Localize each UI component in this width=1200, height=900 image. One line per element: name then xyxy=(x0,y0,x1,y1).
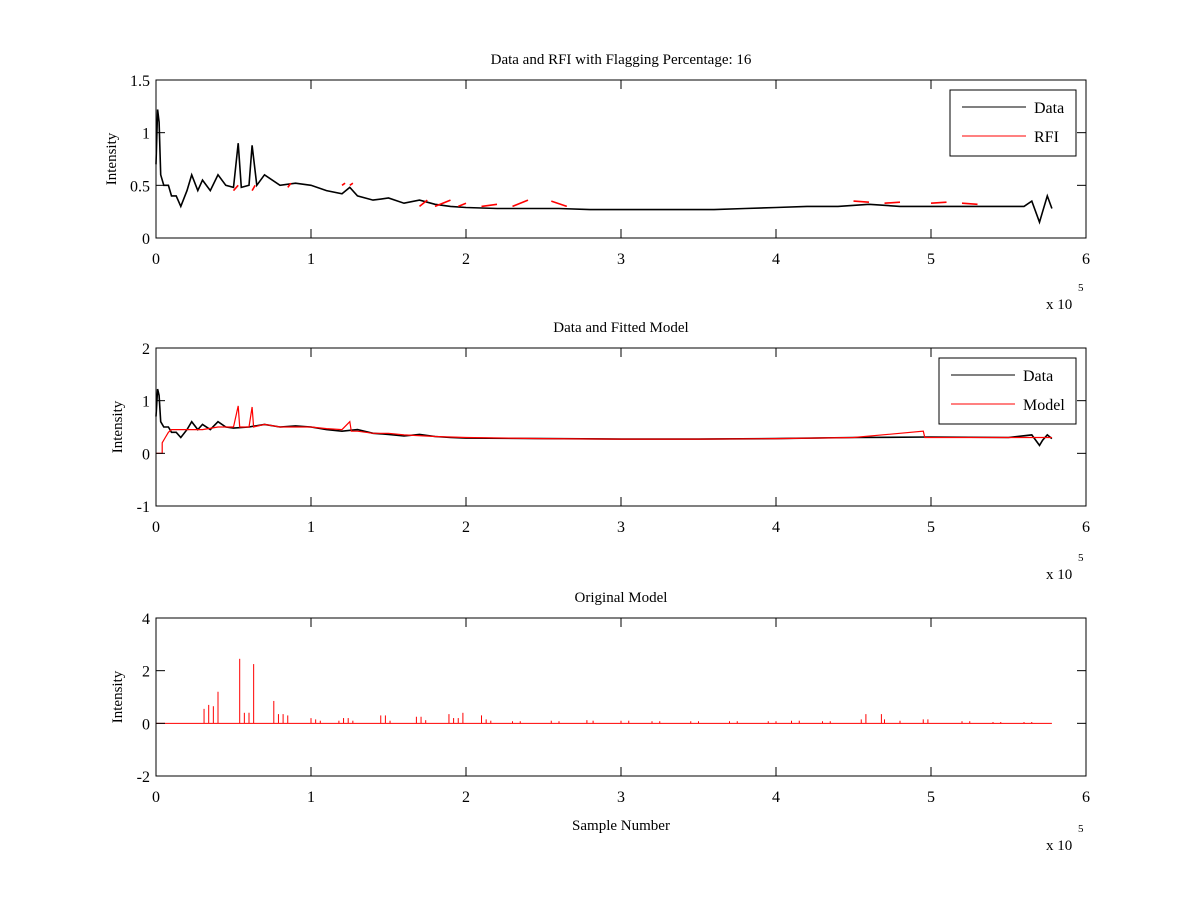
series-line-data xyxy=(155,109,1053,225)
series-line-data xyxy=(155,388,1053,447)
x-tick-label: 2 xyxy=(462,251,470,268)
y-tick-label: -1 xyxy=(137,499,150,516)
x-tick-label: 0 xyxy=(152,789,160,806)
x-multiplier-base: x 10 xyxy=(1046,297,1072,313)
legend-label: Data xyxy=(1023,368,1053,385)
y-tick-label: 0.5 xyxy=(130,178,150,195)
x-tick-label: 0 xyxy=(152,251,160,268)
series-rfi-segment xyxy=(418,199,428,208)
subplot-rfi: Data and RFI with Flagging Percentage: 1… xyxy=(104,52,1090,313)
y-axis-label: Intensity xyxy=(110,670,126,723)
x-tick-label: 1 xyxy=(307,519,315,536)
series-rfi-segment xyxy=(349,182,354,186)
series-rfi-segment xyxy=(512,199,529,208)
x-tick-label: 6 xyxy=(1082,789,1090,806)
series-rfi-segment xyxy=(457,202,467,208)
x-tick-label: 4 xyxy=(772,251,780,268)
x-multiplier-base: x 10 xyxy=(1046,838,1072,854)
x-tick-label: 2 xyxy=(462,519,470,536)
y-tick-label: 2 xyxy=(142,341,150,358)
x-tick-label: 0 xyxy=(152,519,160,536)
series-rfi-segment xyxy=(481,203,498,208)
series-rfi-segment xyxy=(853,200,870,203)
y-tick-label: 0 xyxy=(142,716,150,733)
subplot-title: Data and Fitted Model xyxy=(553,320,688,336)
series-rfi-segment xyxy=(551,200,568,208)
x-tick-label: 3 xyxy=(617,251,625,268)
y-tick-label: 0 xyxy=(142,231,150,248)
y-tick-label: 2 xyxy=(142,664,150,681)
series-rfi-segment xyxy=(930,201,947,204)
x-tick-label: 5 xyxy=(927,789,935,806)
x-tick-label: 5 xyxy=(927,251,935,268)
series-rfi-segment xyxy=(287,182,292,188)
axes-box xyxy=(155,617,1087,777)
x-tick-label: 3 xyxy=(617,789,625,806)
x-tick-label: 1 xyxy=(307,789,315,806)
y-axis-label: Intensity xyxy=(110,400,126,453)
x-tick-label: 1 xyxy=(307,251,315,268)
x-axis-label: Sample Number xyxy=(572,818,670,834)
x-tick-label: 6 xyxy=(1082,251,1090,268)
legend: Data Model xyxy=(938,357,1077,425)
series-line-model xyxy=(156,405,1052,454)
x-tick-label: 5 xyxy=(927,519,935,536)
y-axis-label: Intensity xyxy=(104,132,120,185)
series-rfi-segment xyxy=(434,199,451,208)
x-multiplier-exponent: 5 xyxy=(1078,823,1084,835)
subplot-fitted-model: Data and Fitted Model Intensity 0 1 2 3 4 5 6 -… xyxy=(110,320,1090,583)
y-tick-label: 1 xyxy=(142,394,150,411)
legend-box xyxy=(949,89,1077,157)
x-tick-label: 6 xyxy=(1082,519,1090,536)
x-tick-label: 3 xyxy=(617,519,625,536)
subplot-title: Original Model xyxy=(575,590,668,606)
legend-label: RFI xyxy=(1034,129,1059,146)
y-tick-label: 1 xyxy=(142,126,150,143)
plot-area: 0 1 2 3 4 5 6 0 0.5 1 1.5 Data RFI xyxy=(130,73,1090,268)
legend-label: Data xyxy=(1034,100,1064,117)
series-rfi-segment xyxy=(961,202,978,206)
legend-label: Model xyxy=(1023,397,1065,414)
x-multiplier-exponent: 5 xyxy=(1078,282,1084,294)
y-tick-label: -2 xyxy=(137,769,150,786)
series-rfi-segment xyxy=(341,182,346,186)
series-rfi-segment xyxy=(884,201,901,204)
series-rfi-segment xyxy=(232,184,239,192)
y-tick-label: 1.5 xyxy=(130,73,150,90)
x-tick-label: 4 xyxy=(772,789,780,806)
legend-box xyxy=(938,357,1077,425)
series-rfi-segment xyxy=(251,184,256,192)
x-multiplier-exponent: 5 xyxy=(1078,552,1084,564)
x-multiplier-base: x 10 xyxy=(1046,567,1072,583)
x-tick-label: 4 xyxy=(772,519,780,536)
legend: Data RFI xyxy=(949,89,1077,157)
subplot-title: Data and RFI with Flagging Percentage: 1… xyxy=(491,52,752,68)
axes-box xyxy=(155,79,1087,239)
y-tick-label: 0 xyxy=(142,446,150,463)
y-tick-label: 4 xyxy=(142,611,150,628)
x-tick-label: 2 xyxy=(462,789,470,806)
